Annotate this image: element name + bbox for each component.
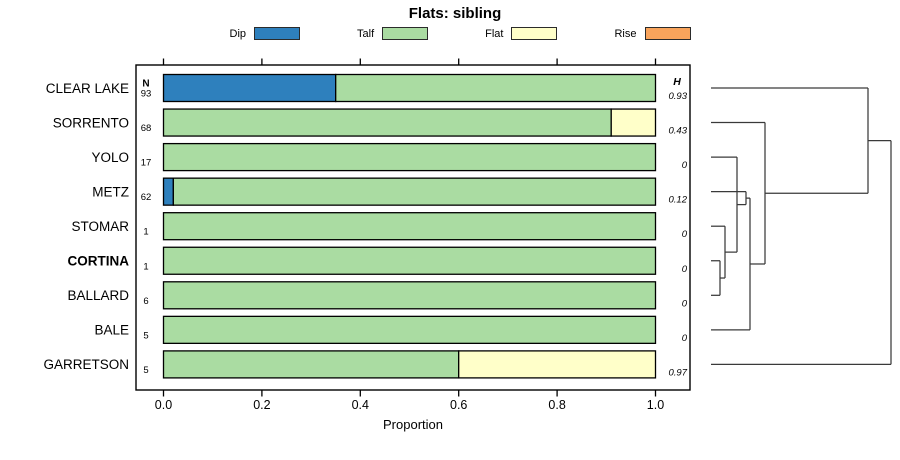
h-value: 0.93 — [669, 91, 688, 102]
bar-segment-talf — [162, 108, 612, 137]
n-value: 6 — [143, 296, 148, 307]
x-tick-label: 0.4 — [352, 398, 369, 412]
row-label: GARRETSON — [43, 357, 129, 372]
x-tick-label: 0.6 — [450, 398, 467, 412]
h-value: 0 — [682, 264, 688, 275]
n-value: 5 — [143, 365, 148, 376]
h-value: 0 — [682, 160, 688, 171]
n-value: 62 — [141, 192, 152, 203]
chart-title: Flats: sibling — [408, 5, 502, 22]
h-value: 0 — [682, 229, 688, 240]
row-label: CLEAR LAKE — [46, 81, 129, 96]
n-value: 68 — [141, 123, 152, 134]
n-value: 5 — [143, 330, 148, 341]
row-label: YOLO — [91, 150, 129, 165]
legend-label: Flat — [485, 27, 504, 40]
row-label: STOMAR — [71, 219, 129, 234]
legend-item-dip: Dip — [230, 27, 301, 40]
legend-swatch-rise — [644, 27, 691, 40]
h-value: 0 — [682, 333, 688, 344]
bar-segment-dip — [162, 177, 174, 206]
row-label: SORRENTO — [53, 115, 129, 130]
n-value: 1 — [143, 227, 148, 238]
bar-segment-talf — [162, 142, 657, 172]
legend-item-flat: Flat — [485, 27, 558, 40]
bar-segment-talf — [162, 246, 657, 275]
h-value: 0.43 — [669, 126, 688, 137]
legend-label: Talf — [357, 27, 375, 40]
x-axis-title: Proportion — [383, 417, 443, 432]
bar-segment-talf — [162, 281, 657, 310]
bar-segment-flat — [610, 108, 657, 137]
x-tick-label: 0.0 — [155, 398, 172, 412]
legend-swatch-flat — [511, 27, 558, 40]
bar-segment-talf — [162, 315, 657, 345]
bar-segment-talf — [162, 350, 460, 379]
legend-item-rise: Rise — [614, 27, 691, 40]
legend-label: Rise — [614, 27, 637, 40]
x-tick-label: 0.2 — [253, 398, 270, 412]
n-value: 93 — [141, 89, 152, 100]
legend-swatch-talf — [382, 27, 429, 40]
legend-swatch-dip — [254, 27, 301, 40]
legend: Dip Talf Flat Rise — [10, 27, 900, 40]
n-value: 1 — [143, 261, 148, 272]
h-value: 0.12 — [669, 195, 688, 206]
bar-segment-talf — [162, 212, 657, 241]
h-column-header: H — [673, 76, 681, 88]
row-label: CORTINA — [68, 254, 130, 269]
row-label: METZ — [92, 184, 129, 199]
legend-label: Dip — [229, 27, 247, 40]
row-label: BALE — [94, 323, 129, 338]
h-value: 0 — [682, 298, 688, 309]
n-value: 17 — [141, 158, 152, 169]
n-column-header: N — [142, 79, 149, 90]
x-tick-label: 0.8 — [548, 398, 565, 412]
bar-segment-dip — [162, 73, 337, 103]
x-tick-label: 1.0 — [647, 398, 664, 412]
h-value: 0.97 — [669, 367, 688, 378]
bar-segment-talf — [335, 73, 657, 103]
bar-segment-talf — [172, 177, 657, 206]
legend-item-talf: Talf — [357, 27, 429, 40]
row-label: BALLARD — [67, 288, 129, 303]
bar-segment-flat — [458, 350, 657, 379]
